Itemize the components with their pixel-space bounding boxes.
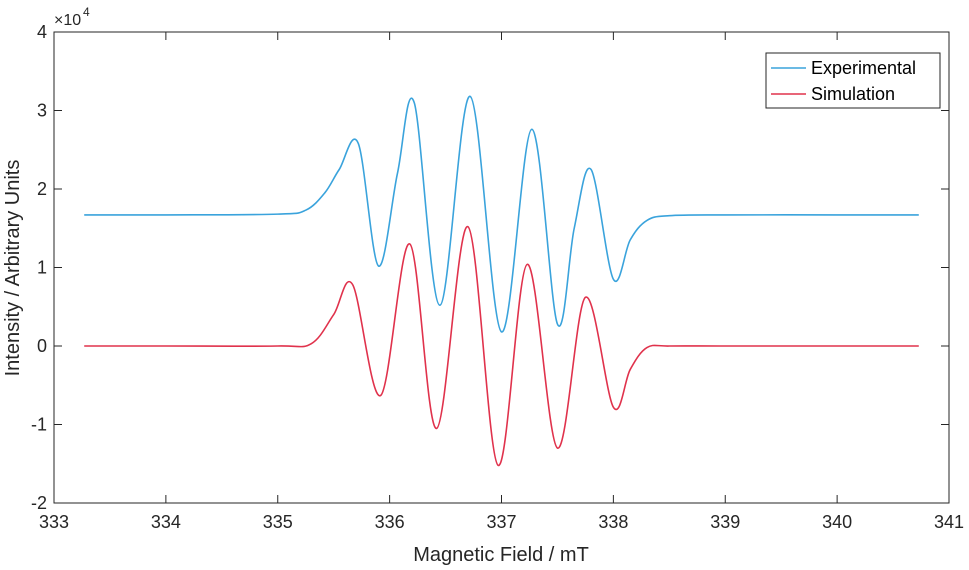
x-tick-label-333: 333: [39, 512, 69, 532]
y-tick-label-3: 3: [37, 101, 47, 121]
x-tick-label-341: 341: [934, 512, 964, 532]
x-axis-label: Magnetic Field / mT: [413, 544, 589, 566]
legend-label-experimental: Experimental: [811, 58, 916, 78]
legend-box: [765, 52, 941, 109]
series-line-experimental: [84, 95, 919, 333]
x-tick-label-339: 339: [710, 512, 740, 532]
y-tick-label--1: -1: [31, 415, 47, 435]
y-axis: -2 -1 0 1 2 3 4: [31, 22, 949, 513]
x-axis: 333 334 335 336 337 338 339 340 341: [39, 32, 964, 532]
y-axis-label: Intensity / Arbitrary Units: [2, 160, 24, 377]
y-tick-label-2: 2: [37, 179, 47, 199]
y-axis-multiplier: ×10 4: [54, 5, 90, 29]
legend: Experimental Simulation: [765, 52, 941, 109]
legend-label-simulation: Simulation: [811, 84, 895, 104]
y-tick-label-4: 4: [37, 22, 47, 42]
x-tick-label-335: 335: [263, 512, 293, 532]
y-tick-label--2: -2: [31, 493, 47, 513]
y-tick-label-1: 1: [37, 258, 47, 278]
x-tick-label-336: 336: [375, 512, 405, 532]
y-tick-label-0: 0: [37, 336, 47, 356]
x-tick-label-337: 337: [486, 512, 516, 532]
series-line-simulation: [84, 225, 919, 467]
y-multiplier-base: ×10: [54, 12, 81, 29]
x-tick-label-340: 340: [822, 512, 852, 532]
x-tick-label-338: 338: [598, 512, 628, 532]
series-layer: [84, 95, 919, 467]
x-tick-label-334: 334: [151, 512, 181, 532]
y-multiplier-exponent: 4: [83, 5, 90, 19]
plot-area-frame: [53, 31, 950, 504]
